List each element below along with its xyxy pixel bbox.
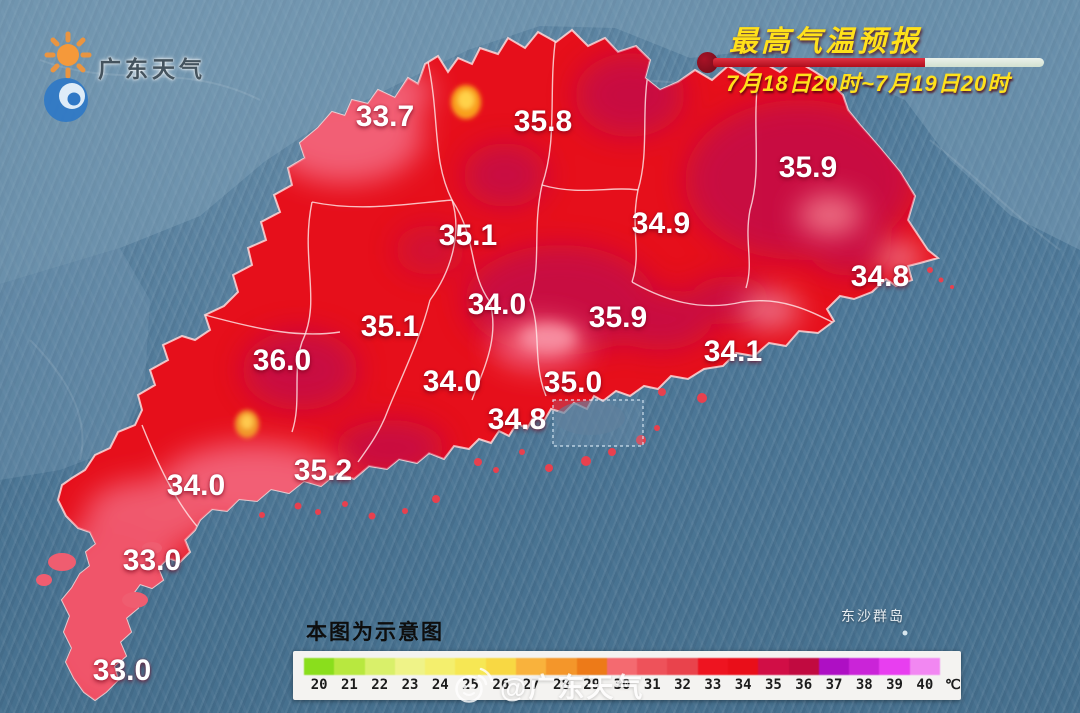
- legend-tick-label: 26: [492, 677, 510, 693]
- temperature-label: 34.0: [422, 365, 482, 398]
- temperature-label: 34.0: [467, 288, 527, 321]
- temperature-label: 35.8: [513, 105, 573, 138]
- temperature-label: 35.1: [360, 310, 420, 343]
- weibo-icon: [455, 667, 494, 703]
- legend-swatch-32: [667, 658, 698, 675]
- legend-swatch-26: [485, 658, 516, 675]
- temperature-label: 34.1: [703, 335, 763, 368]
- temperature-label: 34.9: [631, 207, 691, 240]
- legend-tick-label: 22: [371, 677, 389, 693]
- legend-tick-label: 23: [401, 677, 419, 693]
- map-disclaimer-note: 本图为示意图: [306, 621, 444, 644]
- legend-swatch-37: [818, 658, 850, 675]
- temperature-label: 35.9: [588, 301, 648, 334]
- thermometer-graphic: [697, 51, 1049, 73]
- legend-tick-label: 27: [522, 677, 540, 693]
- temperature-label: 36.0: [252, 344, 312, 377]
- legend-swatch-35: [758, 658, 789, 675]
- legend-swatch-29: [576, 658, 607, 675]
- temperature-label: 33.0: [92, 654, 152, 687]
- temperature-legend: ℃ 20 21 22 23 24 25 26 27 28 29 30 31 32 33 34 35 36 37 38…: [293, 651, 961, 700]
- legend-tick-label: 37: [825, 677, 843, 693]
- legend-swatch-31: [637, 658, 668, 675]
- coastal-islands: [36, 267, 954, 608]
- legend-tick-label: 29: [583, 677, 601, 693]
- forecast-date-range: 7月18日20时~7月19日20时: [726, 71, 1011, 96]
- surrounding-terrain: [0, 0, 1080, 480]
- legend-swatch-30: [606, 658, 638, 675]
- legend-tick-label: 25: [462, 677, 479, 693]
- legend-tick-label: 33: [704, 677, 722, 693]
- legend-swatch-22: [364, 658, 395, 675]
- prefecture-boundaries: [141, 35, 833, 536]
- gdweather-logo-icon: [44, 31, 92, 122]
- watermark-text: @广东天气: [500, 672, 645, 703]
- heat-hotspot: [235, 85, 481, 438]
- legend-tick-label: 28: [552, 677, 570, 693]
- legend-swatch-27: [515, 658, 547, 675]
- temperature-label: 33.0: [122, 544, 182, 577]
- temperature-label: 33.7: [355, 100, 415, 133]
- legend-tick-label: 31: [643, 677, 661, 693]
- dongsha-island-dot: [902, 630, 908, 636]
- legend-swatch-21: [334, 658, 365, 675]
- legend-swatch-36: [788, 658, 819, 675]
- legend-tick-label: 32: [674, 677, 691, 693]
- legend-swatch-39: [879, 658, 910, 675]
- legend-swatch-38: [849, 658, 880, 675]
- legend-swatch-40: [909, 658, 940, 675]
- legend-swatch-25: [455, 658, 486, 675]
- legend-swatch-33: [697, 658, 728, 675]
- thermometer-bulb: [697, 52, 718, 73]
- legend-swatch-34: [727, 658, 759, 675]
- hongkong-dashed-boundary: [552, 399, 644, 447]
- legend-swatch-23: [394, 658, 426, 675]
- legend-tick-label: 21: [340, 677, 358, 693]
- weibo-watermark: @广东天气: [452, 664, 644, 706]
- temperature-label: 34.0: [166, 469, 226, 502]
- legend-tick-label: 34: [734, 677, 752, 693]
- temperature-shading: [58, 53, 922, 700]
- logo-text: 广东天气: [98, 56, 206, 82]
- legend-tick-label: 30: [613, 677, 631, 693]
- legend-tick-label: 40: [916, 677, 934, 693]
- thermometer-mercury: [713, 58, 925, 67]
- temperature-label: 35.9: [778, 151, 838, 184]
- legend-tick-label: 36: [795, 677, 813, 693]
- temperature-label: 35.2: [293, 454, 353, 487]
- legend-color-bar: [304, 658, 940, 675]
- legend-tick-label: 20: [310, 677, 328, 693]
- station-logo: 广东天气: [36, 20, 336, 130]
- legend-unit-label: ℃: [945, 677, 961, 693]
- temperature-label: 34.8: [850, 260, 910, 293]
- temperature-label: 35.0: [543, 366, 603, 399]
- legend-tick-label: 38: [855, 677, 873, 693]
- legend-tick-label: 35: [764, 677, 782, 693]
- temperature-label: 34.8: [487, 403, 547, 436]
- legend-swatch-24: [425, 658, 456, 675]
- page-title: 最高气温预报: [729, 26, 922, 58]
- legend-swatch-28: [546, 658, 577, 675]
- legend-tick-labels: ℃ 20 21 22 23 24 25 26 27 28 29 30 31 32 33 34 35 36 37 38…: [293, 675, 961, 699]
- legend-tick-label: 24: [431, 677, 449, 693]
- legend-tick-label: 39: [886, 677, 903, 693]
- temperature-label: 35.1: [438, 219, 498, 252]
- dongsha-islands-label: 东沙群岛: [841, 608, 905, 624]
- legend-swatch-20: [304, 658, 335, 675]
- thermometer-tube: [925, 58, 1044, 67]
